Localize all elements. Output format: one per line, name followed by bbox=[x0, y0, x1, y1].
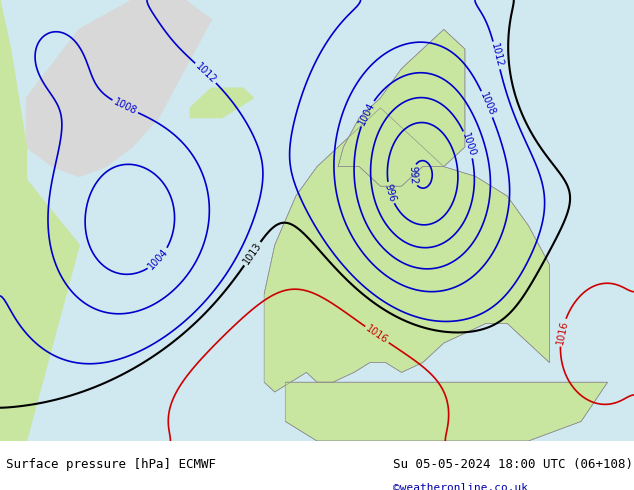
Polygon shape bbox=[190, 88, 254, 118]
Polygon shape bbox=[338, 29, 465, 186]
Text: 1016: 1016 bbox=[555, 319, 569, 345]
Text: 1013: 1013 bbox=[241, 241, 263, 267]
Polygon shape bbox=[0, 147, 79, 441]
Text: 1008: 1008 bbox=[112, 97, 138, 117]
Text: 1012: 1012 bbox=[193, 61, 218, 85]
Polygon shape bbox=[0, 0, 27, 441]
Polygon shape bbox=[264, 108, 550, 392]
Polygon shape bbox=[285, 382, 607, 441]
Text: Surface pressure [hPa] ECMWF: Surface pressure [hPa] ECMWF bbox=[6, 458, 216, 471]
Text: 1012: 1012 bbox=[489, 42, 505, 69]
Text: 992: 992 bbox=[408, 166, 419, 185]
Polygon shape bbox=[27, 0, 211, 176]
Text: 996: 996 bbox=[383, 183, 398, 203]
Text: 1008: 1008 bbox=[477, 91, 496, 118]
Text: 1004: 1004 bbox=[146, 247, 171, 271]
Text: 1000: 1000 bbox=[460, 131, 477, 158]
Text: 1016: 1016 bbox=[364, 323, 390, 346]
Text: 1004: 1004 bbox=[357, 100, 377, 126]
Text: Su 05-05-2024 18:00 UTC (06+108): Su 05-05-2024 18:00 UTC (06+108) bbox=[393, 458, 633, 471]
Text: ©weatheronline.co.uk: ©weatheronline.co.uk bbox=[393, 483, 528, 490]
